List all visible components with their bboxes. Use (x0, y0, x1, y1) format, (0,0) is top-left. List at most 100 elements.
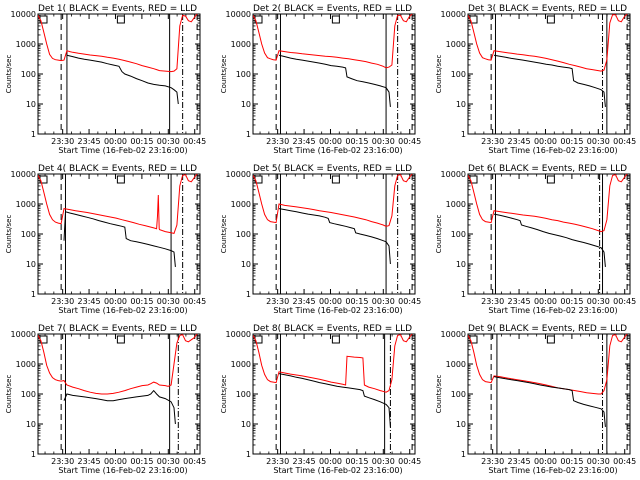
x-tick-label: 23:45 (293, 137, 316, 146)
end-marker-box (546, 175, 555, 184)
panel-det-5: Det 5( BLACK = Events, RED = LLD 1 10 100 10… (220, 164, 421, 315)
series-events-line (63, 211, 176, 267)
x-tick-label: 23:45 (293, 457, 316, 466)
series-events-line (493, 54, 606, 107)
y-tick-label: 1000 (16, 360, 36, 369)
x-tick-label: 00:00 (534, 457, 557, 466)
y-tick-label: 100 (21, 390, 36, 399)
y-tick-label: 1000 (16, 40, 36, 49)
x-tick-label: 00:45 (613, 297, 636, 306)
x-tick-label: 00:00 (319, 297, 342, 306)
y-axis-title: Counts/sec (435, 375, 443, 414)
end-marker-box (331, 335, 340, 344)
panel-title: Det 9( BLACK = Events, RED = LLD (468, 324, 627, 334)
y-axis-title: Counts/sec (5, 375, 13, 414)
panel-det-6: Det 6( BLACK = Events, RED = LLD 1 10 100 10… (435, 164, 636, 315)
x-tick-label: 23:45 (508, 457, 531, 466)
end-marker-box (116, 15, 125, 24)
x-tick-label: 23:30 (266, 457, 289, 466)
y-axis-title: Counts/sec (5, 215, 13, 254)
panel-title: Det 3( BLACK = Events, RED = LLD (468, 4, 627, 14)
y-tick-label: 10000 (441, 10, 466, 19)
panel-title: Det 1( BLACK = Events, RED = LLD (38, 4, 197, 14)
series-events-line (278, 54, 391, 107)
y-tick-label: 10000 (441, 330, 466, 339)
panel-det-8: Det 8( BLACK = Events, RED = LLD 1 10 100 10… (220, 324, 421, 475)
series-events-line (493, 376, 606, 427)
x-tick-label: 00:45 (613, 457, 636, 466)
series-events-line (63, 389, 176, 425)
series-lld-line (468, 174, 628, 233)
x-tick-label: 23:45 (293, 297, 316, 306)
y-tick-label: 10 (26, 260, 36, 269)
x-tick-label: 00:15 (560, 457, 583, 466)
x-tick-label: 00:00 (534, 137, 557, 146)
y-tick-label: 1000 (231, 40, 251, 49)
x-tick-label: 23:30 (481, 457, 504, 466)
y-tick-label: 1000 (231, 360, 251, 369)
panel-det-7: Det 7( BLACK = Events, RED = LLD 1 10 100 10… (5, 324, 206, 475)
x-tick-label: 00:00 (319, 457, 342, 466)
x-tick-label: 00:30 (587, 137, 610, 146)
y-tick-label: 10000 (441, 170, 466, 179)
x-axis-title: Start Time (16-Feb-02 23:16:00) (273, 466, 402, 475)
y-axis-title: Counts/sec (220, 375, 228, 414)
plot-frame (467, 13, 631, 135)
y-tick-label: 100 (236, 70, 251, 79)
x-tick-label: 00:45 (183, 297, 206, 306)
x-tick-label: 00:30 (372, 137, 395, 146)
panel-title: Det 8( BLACK = Events, RED = LLD (253, 324, 412, 334)
end-marker-box (116, 175, 125, 184)
x-tick-label: 00:30 (372, 297, 395, 306)
x-tick-label: 00:45 (398, 297, 421, 306)
x-tick-label: 23:30 (481, 137, 504, 146)
x-tick-label: 00:30 (372, 457, 395, 466)
y-tick-label: 100 (451, 230, 466, 239)
y-tick-label: 10 (456, 260, 466, 269)
series-lld-line (253, 334, 413, 393)
y-tick-label: 1 (246, 290, 251, 299)
y-tick-label: 100 (451, 390, 466, 399)
y-tick-label: 10000 (226, 10, 251, 19)
panel-title: Det 4( BLACK = Events, RED = LLD (38, 164, 197, 174)
x-tick-label: 00:15 (130, 297, 153, 306)
end-marker-box (546, 335, 555, 344)
x-axis-title: Start Time (16-Feb-02 23:16:00) (58, 146, 187, 155)
end-marker-box (116, 335, 125, 344)
y-tick-label: 1 (246, 130, 251, 139)
panel-title: Det 2( BLACK = Events, RED = LLD (253, 4, 412, 14)
y-tick-label: 1000 (446, 360, 466, 369)
y-tick-label: 1 (461, 450, 466, 459)
y-axis-title: Counts/sec (220, 215, 228, 254)
x-tick-label: 00:30 (157, 137, 180, 146)
y-tick-label: 10000 (226, 170, 251, 179)
series-lld-line (38, 174, 198, 234)
panel-det-3: Det 3( BLACK = Events, RED = LLD 1 10 100 10… (435, 4, 636, 155)
x-tick-label: 23:30 (266, 297, 289, 306)
x-tick-label: 00:15 (130, 457, 153, 466)
plot-frame (467, 333, 631, 455)
x-tick-label: 23:30 (51, 297, 74, 306)
x-axis-title: Start Time (16-Feb-02 23:16:00) (58, 306, 187, 315)
y-axis-title: Counts/sec (220, 55, 228, 94)
panel-title: Det 5( BLACK = Events, RED = LLD (253, 164, 412, 174)
x-tick-label: 23:30 (266, 137, 289, 146)
y-tick-label: 100 (236, 390, 251, 399)
x-tick-label: 00:30 (587, 297, 610, 306)
series-events-line (66, 54, 179, 105)
y-axis-title: Counts/sec (5, 55, 13, 94)
x-tick-label: 00:45 (183, 137, 206, 146)
series-events-line (278, 373, 391, 427)
x-axis-title: Start Time (16-Feb-02 23:16:00) (58, 466, 187, 475)
y-tick-label: 10 (26, 100, 36, 109)
x-tick-label: 23:45 (508, 137, 531, 146)
series-lld-line (253, 14, 413, 69)
y-tick-label: 10000 (226, 330, 251, 339)
x-tick-label: 23:45 (78, 457, 101, 466)
x-tick-label: 00:45 (183, 457, 206, 466)
x-tick-label: 23:45 (78, 297, 101, 306)
end-marker-box (546, 15, 555, 24)
x-tick-label: 00:15 (345, 137, 368, 146)
panel-det-1: Det 1( BLACK = Events, RED = LLD 1 10 100 10… (5, 4, 206, 155)
plot-frame (252, 13, 416, 135)
